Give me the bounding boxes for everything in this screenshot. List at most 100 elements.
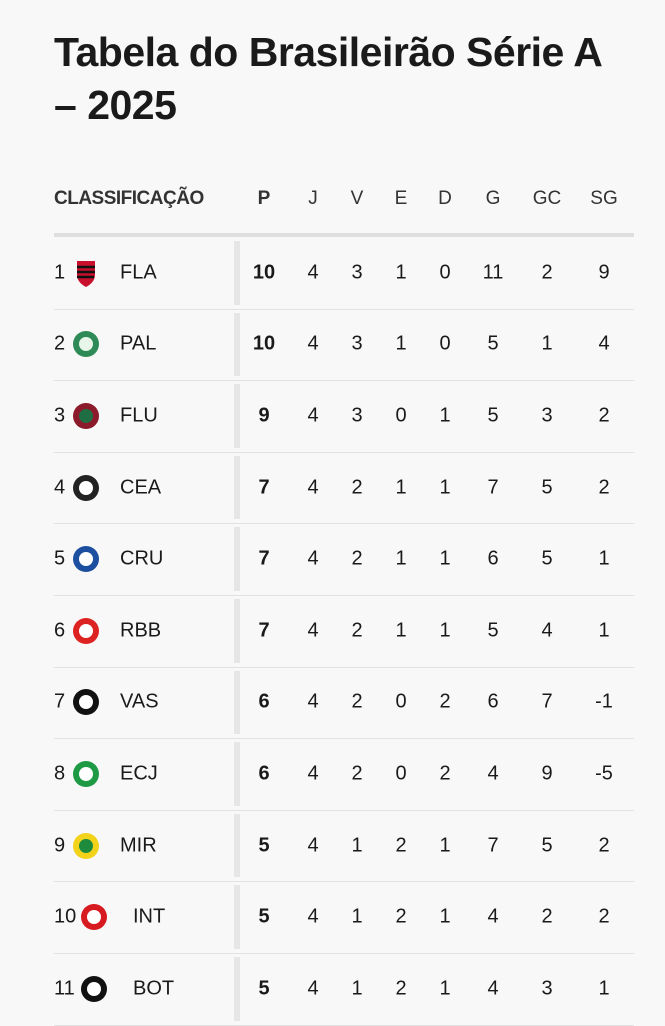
stat-j: 4 bbox=[307, 404, 319, 427]
stat-g: 4 bbox=[487, 977, 499, 1000]
table-row[interactable]: 6 RBB 7 4 2 1 1 5 4 1 bbox=[54, 595, 634, 668]
team-name[interactable]: FLU bbox=[120, 404, 158, 427]
team-name[interactable]: BOT bbox=[133, 977, 175, 1000]
table-row[interactable]: 1 FLA 10 4 3 1 0 11 2 9 bbox=[54, 237, 634, 310]
stat-sg: 4 bbox=[598, 332, 610, 355]
team-name[interactable]: MIR bbox=[120, 834, 157, 857]
stat-e: 0 bbox=[395, 404, 407, 427]
header-p[interactable]: P bbox=[257, 188, 271, 209]
stat-gc: 5 bbox=[541, 547, 553, 570]
stat-sg: 2 bbox=[598, 404, 610, 427]
stat-d: 0 bbox=[439, 261, 451, 284]
team-name[interactable]: CRU bbox=[120, 547, 164, 570]
flamengo-crest-icon bbox=[77, 260, 95, 287]
header-j[interactable]: J bbox=[308, 188, 318, 209]
stat-e: 2 bbox=[395, 834, 407, 857]
team-name[interactable]: ECJ bbox=[120, 762, 158, 785]
table-row[interactable]: 5 CRU 7 4 2 1 1 6 5 1 bbox=[54, 523, 634, 596]
position: 11 bbox=[54, 977, 75, 1000]
stat-gc: 1 bbox=[541, 332, 553, 355]
table-row[interactable]: 4 CEA 7 4 2 1 1 7 5 2 bbox=[54, 452, 634, 525]
stat-p: 10 bbox=[252, 261, 276, 284]
juventude-crest-icon bbox=[73, 760, 99, 787]
stat-e: 1 bbox=[395, 261, 407, 284]
stat-d: 1 bbox=[439, 905, 451, 928]
stat-sg: 1 bbox=[598, 547, 610, 570]
stat-sg: 2 bbox=[598, 834, 610, 857]
stat-d: 1 bbox=[439, 476, 451, 499]
header-e[interactable]: E bbox=[394, 188, 408, 209]
stat-p: 5 bbox=[258, 977, 270, 1000]
header-gc[interactable]: GC bbox=[532, 188, 562, 209]
stat-g: 5 bbox=[487, 619, 499, 642]
column-divider bbox=[234, 742, 240, 806]
table-row[interactable]: 10 INT 5 4 1 2 1 4 2 2 bbox=[54, 881, 634, 954]
stat-j: 4 bbox=[307, 619, 319, 642]
stat-p: 6 bbox=[258, 690, 270, 713]
stat-d: 1 bbox=[439, 404, 451, 427]
stat-j: 4 bbox=[307, 834, 319, 857]
stat-gc: 3 bbox=[541, 404, 553, 427]
table-row[interactable]: 8 ECJ 6 4 2 0 2 4 9 -5 bbox=[54, 738, 634, 811]
table-row[interactable]: 9 MIR 5 4 1 2 1 7 5 2 bbox=[54, 810, 634, 883]
stat-e: 1 bbox=[395, 619, 407, 642]
stat-j: 4 bbox=[307, 476, 319, 499]
stat-d: 1 bbox=[439, 834, 451, 857]
header-sg[interactable]: SG bbox=[590, 188, 618, 209]
botafogo-crest-icon bbox=[81, 975, 107, 1002]
stat-g: 7 bbox=[487, 476, 499, 499]
stat-gc: 5 bbox=[541, 834, 553, 857]
position: 7 bbox=[54, 690, 66, 713]
team-name[interactable]: PAL bbox=[120, 332, 157, 355]
internacional-crest-icon bbox=[81, 904, 107, 931]
header-classification[interactable]: CLASSIFICAÇÃO bbox=[54, 188, 204, 209]
bragantino-crest-icon bbox=[73, 617, 99, 644]
ceara-crest-icon bbox=[73, 474, 99, 501]
team-name[interactable]: RBB bbox=[120, 619, 162, 642]
table-row[interactable]: 3 FLU 9 4 3 0 1 5 3 2 bbox=[54, 380, 634, 453]
stat-gc: 4 bbox=[541, 619, 553, 642]
stat-e: 1 bbox=[395, 476, 407, 499]
stat-v: 3 bbox=[351, 404, 363, 427]
stat-g: 4 bbox=[487, 905, 499, 928]
position: 2 bbox=[54, 332, 66, 355]
header-g[interactable]: G bbox=[485, 188, 501, 209]
table-header: CLASSIFICAÇÃO P J V E D G GC SG bbox=[54, 188, 634, 214]
position: 8 bbox=[54, 762, 66, 785]
header-d[interactable]: D bbox=[438, 188, 452, 209]
stat-p: 10 bbox=[252, 332, 276, 355]
stat-e: 0 bbox=[395, 690, 407, 713]
team-name[interactable]: VAS bbox=[120, 690, 159, 713]
team-name[interactable]: INT bbox=[133, 905, 166, 928]
header-divider bbox=[54, 233, 634, 237]
mirassol-crest-icon bbox=[73, 832, 99, 859]
column-divider bbox=[234, 599, 240, 663]
position: 3 bbox=[54, 404, 66, 427]
stat-v: 1 bbox=[351, 834, 363, 857]
table-row[interactable]: 11 BOT 5 4 1 2 1 4 3 1 bbox=[54, 953, 634, 1026]
header-v[interactable]: V bbox=[350, 188, 364, 209]
stat-sg: 2 bbox=[598, 905, 610, 928]
stat-sg: 9 bbox=[598, 261, 610, 284]
team-name[interactable]: CEA bbox=[120, 476, 162, 499]
position: 1 bbox=[54, 261, 66, 284]
stat-e: 2 bbox=[395, 905, 407, 928]
stat-v: 1 bbox=[351, 905, 363, 928]
stat-g: 5 bbox=[487, 332, 499, 355]
stat-j: 4 bbox=[307, 905, 319, 928]
team-name[interactable]: FLA bbox=[120, 261, 157, 284]
stat-j: 4 bbox=[307, 261, 319, 284]
position: 9 bbox=[54, 834, 66, 857]
table-row[interactable]: 7 VAS 6 4 2 0 2 6 7 -1 bbox=[54, 667, 634, 740]
stat-p: 6 bbox=[258, 762, 270, 785]
stat-d: 0 bbox=[439, 332, 451, 355]
column-divider bbox=[234, 384, 240, 448]
position: 10 bbox=[54, 905, 77, 928]
stat-e: 1 bbox=[395, 547, 407, 570]
stat-d: 1 bbox=[439, 977, 451, 1000]
column-divider bbox=[234, 527, 240, 591]
stat-gc: 5 bbox=[541, 476, 553, 499]
palmeiras-crest-icon bbox=[73, 331, 99, 358]
table-row[interactable]: 2 PAL 10 4 3 1 0 5 1 4 bbox=[54, 309, 634, 382]
vasco-crest-icon bbox=[73, 689, 99, 716]
